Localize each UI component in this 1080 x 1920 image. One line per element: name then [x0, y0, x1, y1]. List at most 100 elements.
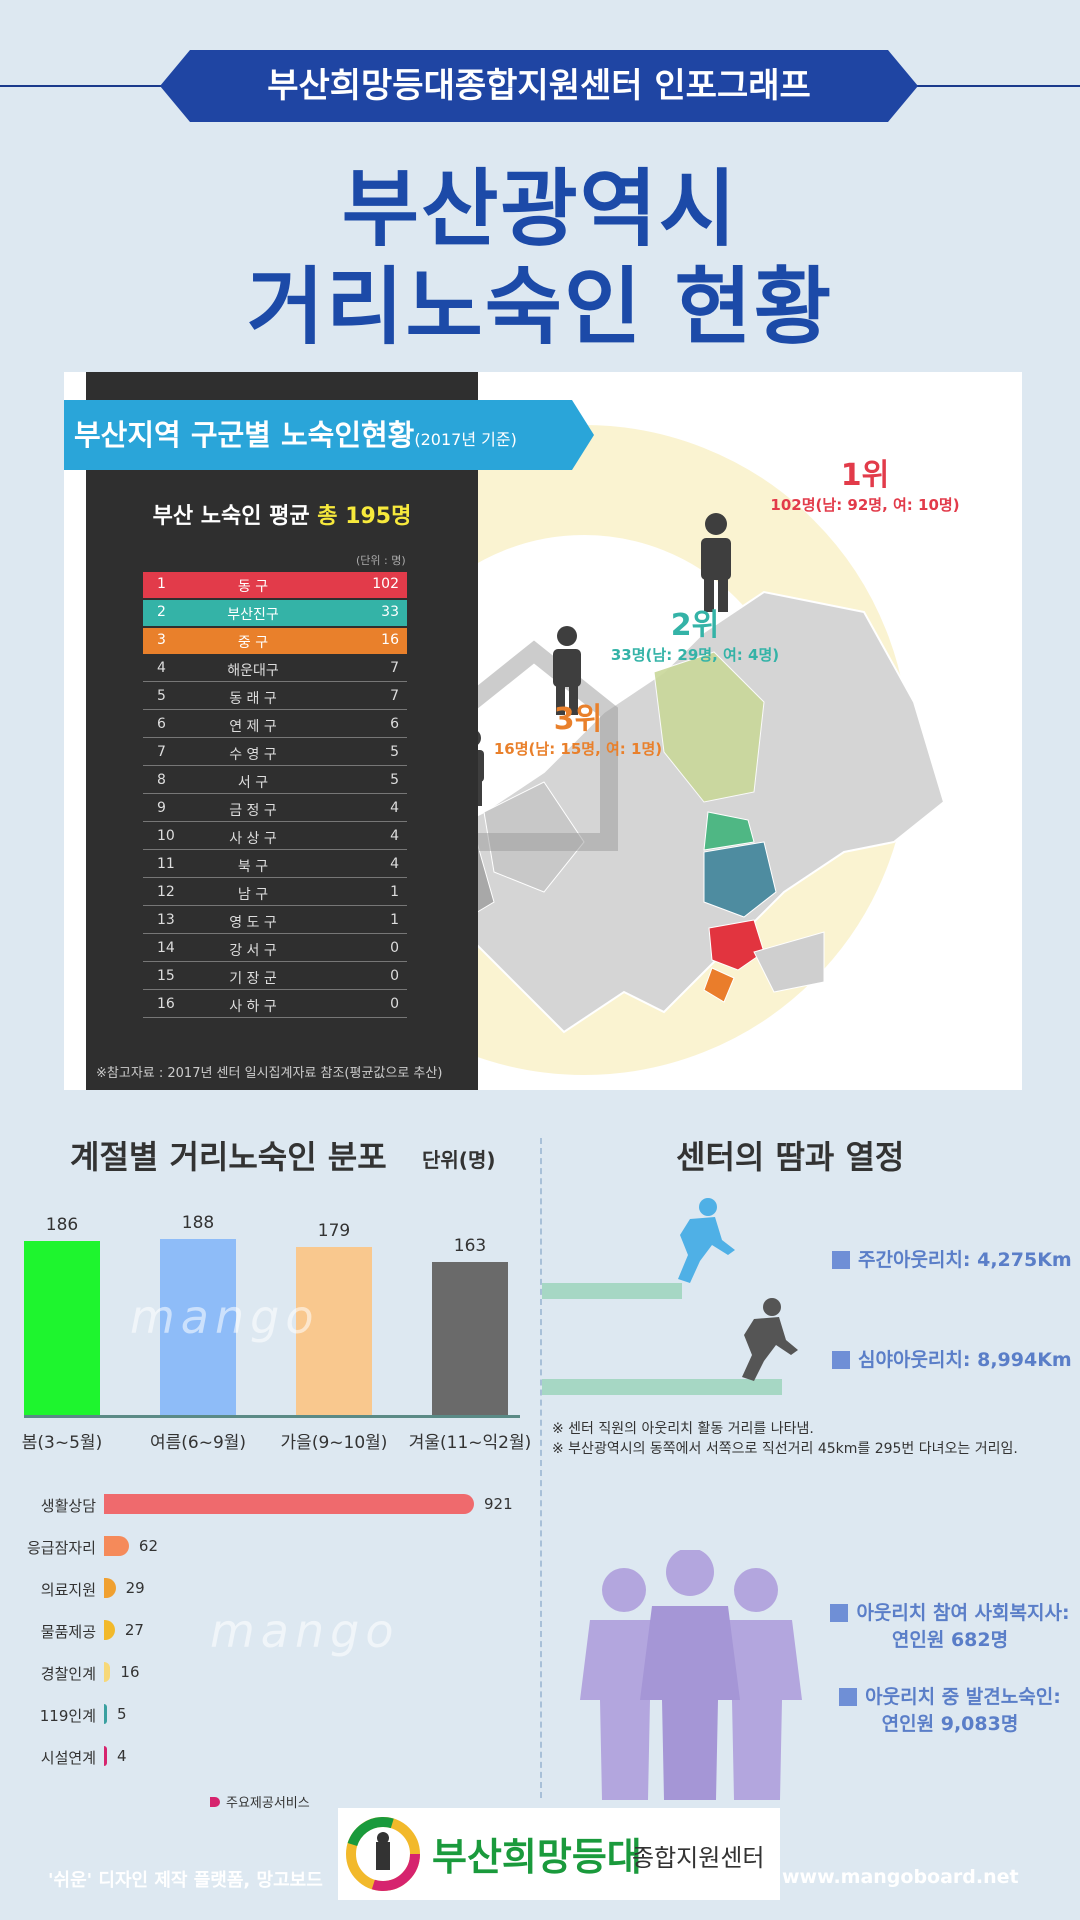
season-category-label: 겨울(11~익2월)	[408, 1433, 532, 1453]
service-value-label: 4	[117, 1747, 127, 1765]
rank-row: 12 남 구 1	[143, 880, 407, 906]
season-category-label: 여름(6~9월)	[149, 1433, 247, 1453]
district-count: 7	[390, 660, 399, 676]
footer-url: www.mangoboard.net	[782, 1866, 1019, 1888]
district-name: 해운대구	[227, 663, 279, 679]
weekly-outreach: 주간아웃리치: 4,275Km	[832, 1245, 1072, 1272]
service-category-label: 119인계	[39, 1707, 96, 1725]
district-name: 남 구	[237, 887, 269, 903]
people-group-icon	[580, 1550, 802, 1800]
service-value-label: 16	[120, 1663, 140, 1681]
rank-number: 10	[157, 828, 175, 844]
rank-row: 6 연 제 구 6	[143, 712, 407, 738]
rank-row: 5 동 래 구 7	[143, 684, 407, 710]
district-name: 동 래 구	[229, 691, 277, 707]
season-title: 계절별 거리노숙인 분포	[70, 1138, 387, 1176]
footer-left: '쉬운' 디자인 제작 플랫폼, 망고보드	[48, 1870, 323, 1891]
service-value-label: 27	[124, 1621, 144, 1639]
map-district-yeongdo	[753, 931, 825, 993]
top1-detail: 102명(남: 92명, 여: 10명)	[770, 496, 960, 514]
top2-detail: 33명(남: 29명, 여: 4명)	[610, 646, 780, 664]
main-title-line1: 부산광역시	[341, 160, 739, 258]
night-outreach: 심야아웃리치: 8,994Km	[832, 1345, 1072, 1372]
season-value-label: 188	[181, 1213, 215, 1233]
rank-row: 3 중 구 16	[143, 628, 407, 654]
found-count: 아웃리치 중 발견노숙인: 연인원 9,083명	[820, 1682, 1080, 1736]
district-count: 5	[390, 772, 399, 788]
district-name: 서 구	[237, 775, 269, 791]
season-bar	[432, 1262, 508, 1415]
track-upper	[542, 1283, 682, 1299]
header-ribbon: 부산희망등대종합지원센터 인포그래프	[160, 50, 918, 122]
top2-rank: 2위	[670, 608, 720, 643]
rank-row: 4 해운대구 7	[143, 656, 407, 682]
top3-rank: 3위	[553, 702, 603, 737]
watermark-1: mango	[130, 1290, 320, 1344]
district-name: 금 정 구	[229, 803, 277, 819]
district-count: 4	[390, 856, 399, 872]
map-district-north	[653, 651, 765, 803]
rank-number: 12	[157, 884, 175, 900]
bullet-icon	[832, 1251, 850, 1269]
service-bar	[104, 1704, 107, 1724]
rank-number: 11	[157, 856, 175, 872]
service-bar	[104, 1536, 129, 1556]
district-count: 7	[390, 688, 399, 704]
rank-row: 9 금 정 구 4	[143, 796, 407, 822]
map-district-junggu	[703, 967, 735, 1003]
track-lower	[542, 1379, 782, 1395]
season-value-label: 179	[317, 1221, 351, 1242]
season-bar	[296, 1247, 372, 1415]
service-category-label: 물품제공	[40, 1623, 96, 1641]
rank-number: 16	[157, 996, 175, 1012]
rank-number: 5	[157, 688, 166, 704]
district-count: 5	[390, 744, 399, 760]
logo-sub-text: 종합지원센터	[632, 1844, 765, 1872]
rank-number: 13	[157, 912, 175, 928]
main-title-line2: 거리노숙인 현황	[246, 258, 834, 356]
district-count: 1	[390, 884, 399, 900]
effort-title: 센터의 땀과 열정	[676, 1138, 905, 1176]
average-line: 부산 노숙인 평균 총 195명	[86, 498, 478, 530]
rank-number: 9	[157, 800, 166, 816]
rank-row: 13 영 도 구 1	[143, 908, 407, 934]
rank-row: 1 동 구 102	[143, 572, 407, 598]
rank-number: 4	[157, 660, 166, 676]
top1-label: 1위 102명(남: 92명, 여: 10명)	[750, 450, 980, 515]
top3-label: 3위 16명(남: 15명, 여: 1명)	[478, 694, 678, 759]
effort-note-2: ※ 부산광역시의 동쪽에서 서쪽으로 직선거리 45km를 295번 다녀오는 …	[552, 1441, 1018, 1457]
district-name: 사 하 구	[229, 999, 277, 1015]
season-unit: 단위(명)	[422, 1148, 496, 1172]
service-category-label: 생활상담	[40, 1497, 96, 1515]
rank-row: 10 사 상 구 4	[143, 824, 407, 850]
top1-rank: 1위	[840, 458, 890, 493]
rank-row: 15 기 장 군 0	[143, 964, 407, 990]
service-category-label: 시설연계	[40, 1749, 96, 1767]
district-count: 1	[390, 912, 399, 928]
legend-marker	[210, 1797, 220, 1807]
district-name: 연 제 구	[229, 719, 277, 735]
service-value-label: 921	[484, 1495, 513, 1513]
district-count: 6	[390, 716, 399, 732]
rank-panel	[86, 372, 478, 1090]
rank-number: 7	[157, 744, 166, 760]
district-count: 0	[390, 968, 399, 984]
bullet-icon	[839, 1688, 858, 1706]
panel-title: 부산지역 구군별 노숙인현황	[74, 418, 415, 452]
rank-number: 1	[157, 576, 166, 592]
found-count-line2: 연인원 9,083명	[881, 1713, 1019, 1735]
district-name: 북 구	[237, 859, 269, 875]
rank-row: 2 부산진구 33	[143, 600, 407, 626]
found-count-line1: 아웃리치 중 발견노숙인:	[865, 1686, 1061, 1708]
district-name: 영 도 구	[229, 915, 277, 931]
service-bar	[104, 1746, 107, 1766]
reference-note: ※참고자료 : 2017년 센터 일시집계자료 참조(평균값으로 추산)	[96, 1066, 443, 1081]
map-body	[402, 590, 946, 1034]
map-district-busanjin	[703, 841, 777, 918]
district-name: 강 서 구	[229, 943, 277, 959]
district-name: 수 영 구	[229, 747, 277, 763]
logo-main-text: 부산희망등대	[432, 1835, 642, 1879]
season-category-label: 봄(3~5월)	[21, 1433, 103, 1453]
person-icon-rank2	[553, 626, 581, 715]
runner-blue-icon	[678, 1198, 735, 1283]
